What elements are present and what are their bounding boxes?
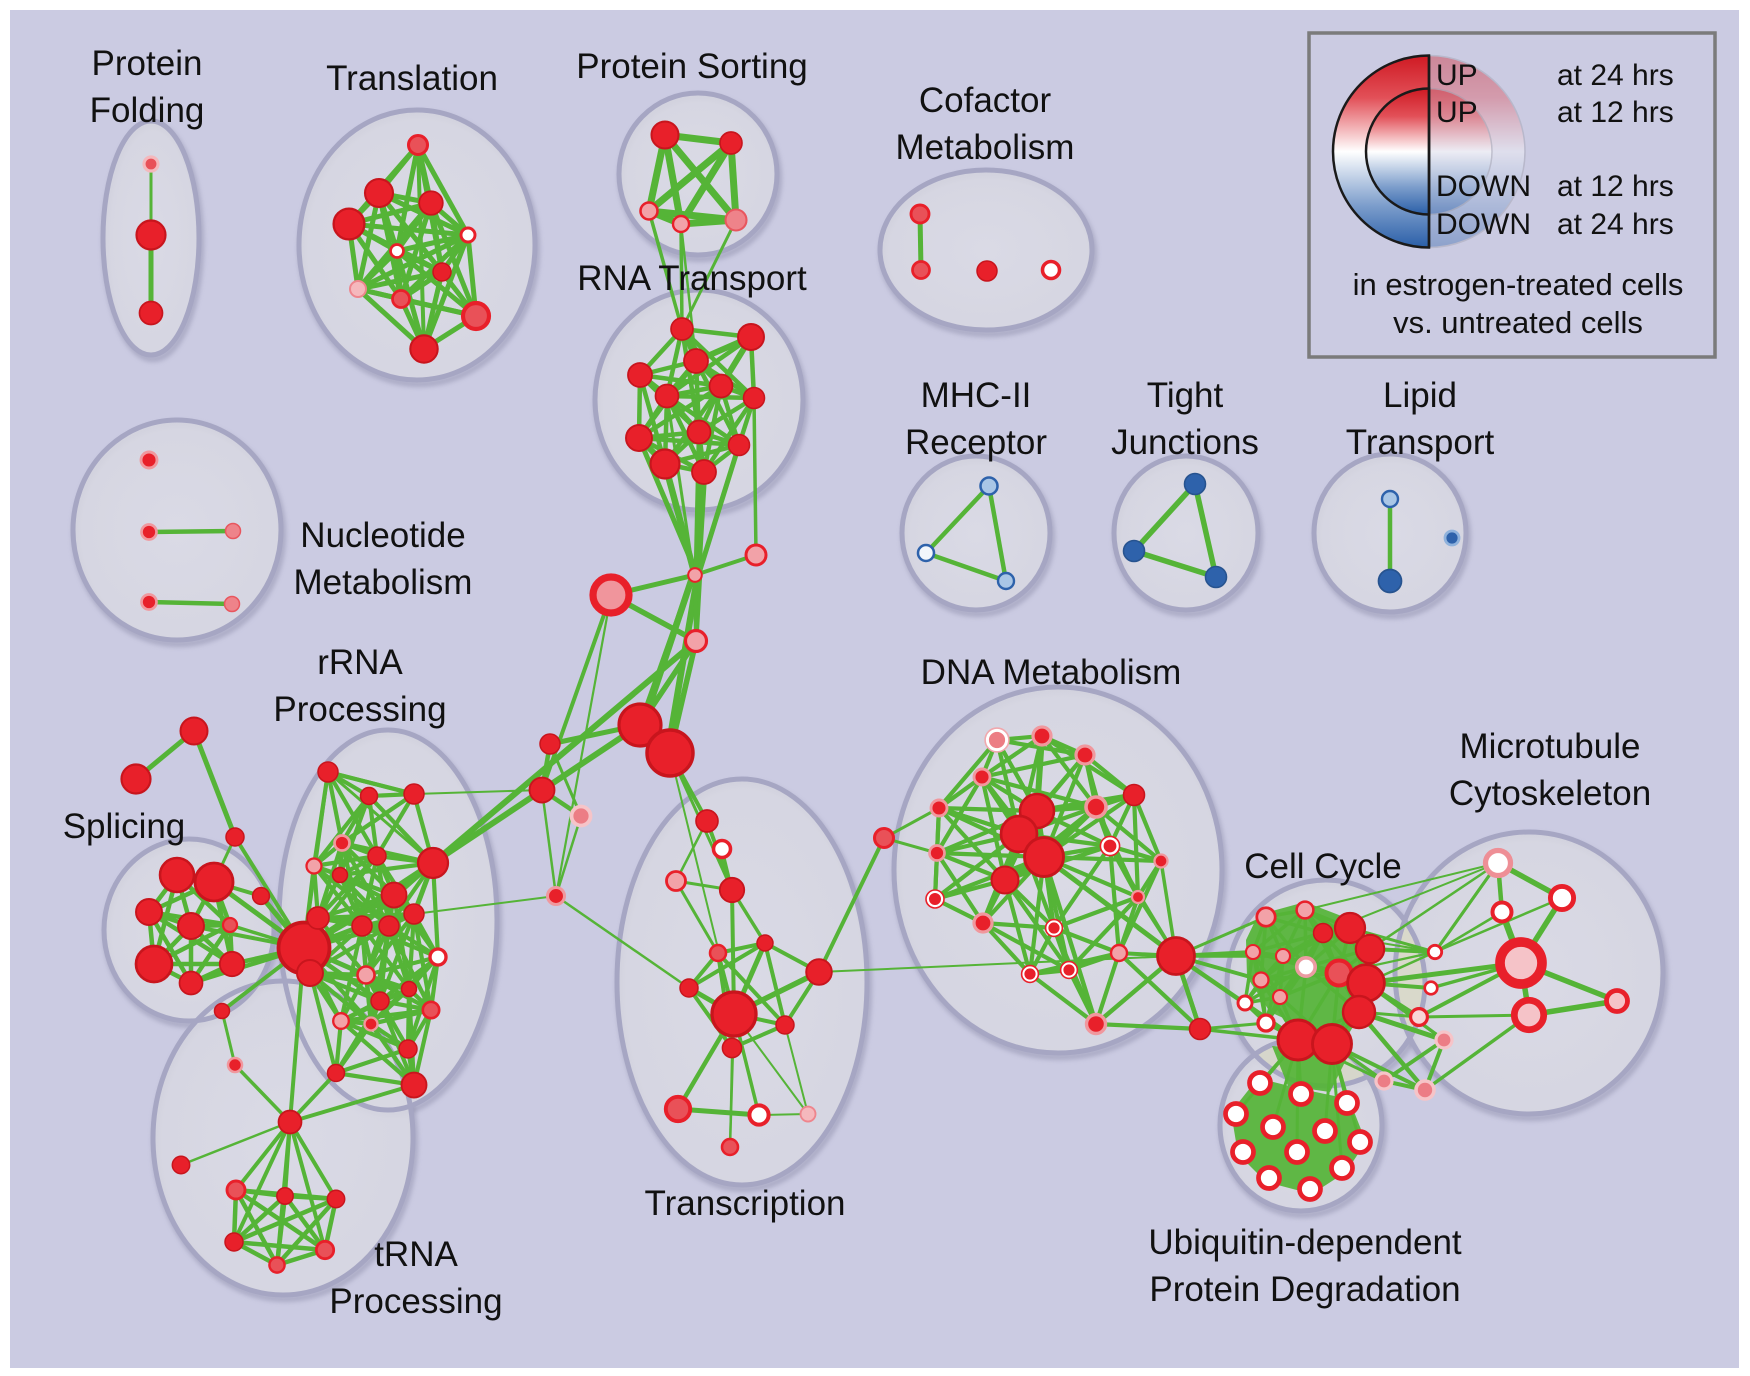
svg-text:Translation: Translation — [326, 59, 498, 98]
svg-text:Lipid: Lipid — [1383, 376, 1457, 415]
svg-text:Processing: Processing — [273, 690, 446, 729]
svg-text:Protein Degradation: Protein Degradation — [1149, 1270, 1460, 1309]
svg-text:vs. untreated cells: vs. untreated cells — [1393, 305, 1643, 340]
svg-text:Junctions: Junctions — [1111, 423, 1259, 462]
svg-text:RNA Transport: RNA Transport — [577, 259, 807, 298]
svg-text:Transport: Transport — [1346, 423, 1495, 462]
svg-text:Transcription: Transcription — [645, 1184, 846, 1223]
svg-text:at 24 hrs: at 24 hrs — [1557, 59, 1674, 92]
svg-text:Ubiquitin-dependent: Ubiquitin-dependent — [1148, 1223, 1462, 1262]
svg-text:Protein: Protein — [92, 44, 203, 83]
svg-text:Metabolism: Metabolism — [896, 128, 1075, 167]
svg-text:Receptor: Receptor — [905, 423, 1047, 462]
svg-text:MHC-II: MHC-II — [921, 376, 1032, 415]
svg-text:at 24 hrs: at 24 hrs — [1557, 208, 1674, 241]
svg-text:UP: UP — [1436, 96, 1478, 129]
svg-text:Metabolism: Metabolism — [294, 563, 473, 602]
svg-text:Splicing: Splicing — [63, 807, 186, 846]
svg-text:in estrogen-treated cells: in estrogen-treated cells — [1353, 267, 1684, 302]
svg-text:Protein Sorting: Protein Sorting — [576, 47, 808, 86]
svg-text:DOWN: DOWN — [1436, 170, 1531, 203]
svg-text:DOWN: DOWN — [1436, 208, 1531, 241]
svg-text:DNA Metabolism: DNA Metabolism — [921, 653, 1182, 692]
svg-text:tRNA: tRNA — [374, 1235, 458, 1274]
svg-text:rRNA: rRNA — [317, 643, 403, 682]
svg-text:Processing: Processing — [329, 1282, 502, 1321]
svg-text:at 12 hrs: at 12 hrs — [1557, 96, 1674, 129]
svg-text:Cofactor: Cofactor — [919, 81, 1052, 120]
svg-text:at 12 hrs: at 12 hrs — [1557, 170, 1674, 203]
svg-text:UP: UP — [1436, 59, 1478, 92]
svg-text:Cell Cycle: Cell Cycle — [1244, 847, 1402, 886]
svg-text:Cytoskeleton: Cytoskeleton — [1449, 774, 1651, 813]
svg-text:Folding: Folding — [90, 91, 205, 130]
svg-text:Microtubule: Microtubule — [1460, 727, 1641, 766]
svg-text:Nucleotide: Nucleotide — [300, 516, 465, 555]
svg-text:Tight: Tight — [1147, 376, 1224, 415]
